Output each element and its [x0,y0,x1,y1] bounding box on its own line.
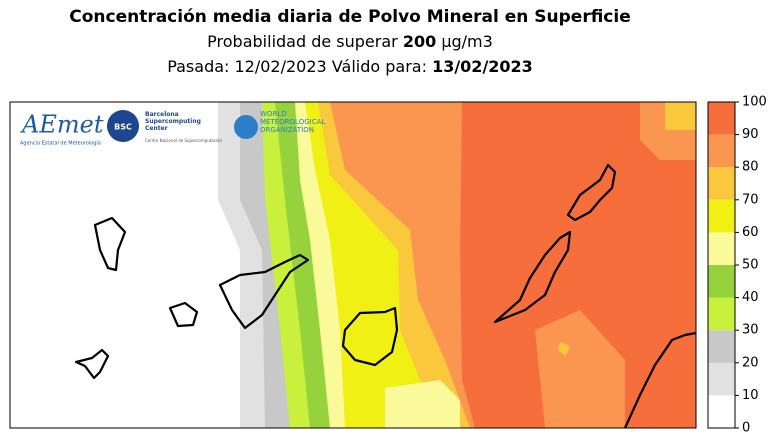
colorbar-tick-label: 30 [742,323,759,338]
region [10,102,240,428]
aemet-subtitle: Agencia Estatal de Meteorología [20,140,101,147]
map-frame [9,101,697,429]
colorbar-band [708,330,735,363]
colorbar-band [708,167,735,200]
colorbar-tick-label: 20 [742,355,759,370]
colorbar-band [708,297,735,331]
bsc-name-box: Barcelona Supercomputing Center [145,111,201,132]
wmo-emblem [234,115,258,139]
colorbar-band [708,265,735,298]
colorbar-tick-label: 90 [742,127,759,142]
region [535,310,625,428]
bsc-subtitle: Centro Nacional de Supercomputación [145,138,223,143]
colorbar-tick-label: 0 [742,421,750,436]
unit: µg/m3 [441,32,493,51]
la-palma [93,216,127,272]
run-info: Pasada: 12/02/2023 Válido para: 13/02/20… [167,57,533,76]
colorbar-band [708,102,735,135]
threshold: 200 [403,32,436,51]
colorbar-tick-label: 60 [742,225,759,240]
gran-canaria [341,306,399,367]
colorbar-tick-label: 50 [742,258,759,273]
valid-date: 13/02/2023 [432,57,533,76]
bsc-logo: BSC [114,123,132,132]
colorbar-band [708,362,735,396]
el-hierro [74,348,110,380]
colorbar-tick-label: 40 [742,290,759,305]
colorbar-band [708,232,735,265]
region [385,380,460,428]
wmo-name-box: WORLD METEOROLOGICAL ORGANIZATION [260,110,326,134]
wmo-name: WORLD METEOROLOGICAL ORGANIZATION [260,110,326,134]
run-text: Pasada: 12/02/2023 Válido para: [167,57,427,76]
lanzarote [566,163,617,222]
colorbar: 0 10 20 30 40 50 60 70 80 90 100 [707,95,767,436]
colorbar-tick-label: 80 [742,160,759,175]
colorbar-tick-label: 10 [742,388,759,403]
title: Concentración media diaria de Polvo Mine… [69,7,631,27]
region [558,342,570,356]
colorbar-tick-label: 100 [742,95,767,110]
la-gomera [168,301,199,328]
bsc-name: Barcelona Supercomputing Center [145,111,201,132]
colorbar-band [708,199,735,233]
fuerteventura [493,230,572,324]
map: AEmet Agencia Estatal de Meteorología BS… [9,101,697,429]
subtitle-prefix: Probabilidad de superar [207,32,398,51]
tenerife [218,253,310,330]
africa-coast [623,331,697,429]
aemet-logo: AEmet [20,111,104,139]
bsc-badge [107,110,139,142]
subtitle: Probabilidad de superar 200 µg/m3 [207,32,493,51]
colorbar-tick-label: 70 [742,192,759,207]
colorbar-band [708,395,735,428]
colorbar-band [708,134,735,168]
region [665,102,696,130]
